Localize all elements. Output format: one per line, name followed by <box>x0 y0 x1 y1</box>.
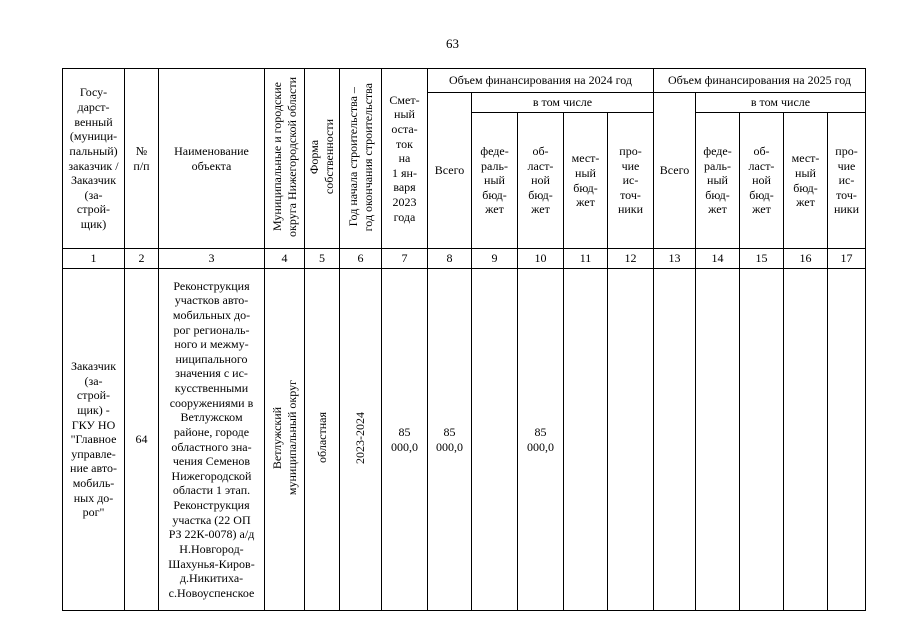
cell-federal-2024 <box>471 268 518 611</box>
header-total-2025: Всего <box>653 92 696 249</box>
cell-total-2025 <box>653 268 696 611</box>
column-number: 12 <box>607 248 654 269</box>
header-including-2025: в том числе <box>695 92 866 113</box>
cell-federal-2025 <box>695 268 740 611</box>
header-other-sources-2025: про- чие ис- точ- ники <box>827 112 866 249</box>
cell-row-number: 64 <box>124 268 159 611</box>
column-number: 7 <box>381 248 428 269</box>
header-object-name: Наименование объекта <box>158 68 265 249</box>
cell-object-name: Реконструкция участков авто- мобильных д… <box>158 268 265 611</box>
column-number: 9 <box>471 248 518 269</box>
cell-other-2025 <box>827 268 866 611</box>
header-regional-budget-2024: об- ласт- ной бюд- жет <box>517 112 564 249</box>
column-number: 4 <box>264 248 305 269</box>
cell-local-2024 <box>563 268 608 611</box>
header-estimate-balance: Смет- ный оста- ток на 1 ян- варя 2023 г… <box>381 68 428 249</box>
header-row-3: феде- раль- ный бюд- жет об- ласт- ной б… <box>63 112 866 249</box>
header-ownership-form: Форма собственности <box>304 68 340 249</box>
column-number: 8 <box>427 248 472 269</box>
cell-ownership: областная <box>304 268 340 611</box>
header-customer: Госу- дарст- венный (муници- пальный) за… <box>62 68 125 249</box>
header-ownership-text: Форма собственности <box>307 119 336 195</box>
cell-municipality-text: Ветлужский муниципальный округ <box>269 380 299 496</box>
cell-years-text: 2023-2024 <box>353 411 367 464</box>
cell-other-2024 <box>607 268 654 611</box>
header-construction-years: Год начала строительства – год окончания… <box>339 68 382 249</box>
column-numbers-row: 1 2 3 4 5 6 7 8 9 10 11 12 13 14 15 16 1… <box>62 248 866 269</box>
header-total-2024: Всего <box>427 92 472 249</box>
cell-regional-2025 <box>739 268 784 611</box>
header-regional-budget-2025: об- ласт- ной бюд- жет <box>739 112 784 249</box>
column-number: 11 <box>563 248 608 269</box>
header-financing-2025: Объем финансирования на 2025 год <box>653 68 866 93</box>
header-local-budget-2024: мест- ный бюд- жет <box>563 112 608 249</box>
page-number: 63 <box>446 36 459 51</box>
header-financing-2024: Объем финансирования на 2024 год <box>427 68 654 93</box>
column-number: 6 <box>339 248 382 269</box>
header-row-number: № п/п <box>124 68 159 249</box>
cell-municipality: Ветлужский муниципальный округ <box>264 268 305 611</box>
header-municipality: Муниципальные и городские округа Нижегор… <box>264 68 305 249</box>
column-number: 16 <box>783 248 828 269</box>
column-number: 1 <box>62 248 125 269</box>
financing-table: Госу- дарст- венный (муници- пальный) за… <box>62 68 866 611</box>
column-number: 13 <box>653 248 696 269</box>
header-other-sources-2024: про- чие ис- точ- ники <box>607 112 654 249</box>
cell-ownership-text: областная <box>314 412 329 464</box>
header-federal-budget-2025: феде- раль- ный бюд- жет <box>695 112 740 249</box>
column-number: 17 <box>827 248 866 269</box>
column-number: 5 <box>304 248 340 269</box>
cell-estimate: 85 000,0 <box>381 268 428 611</box>
column-number: 3 <box>158 248 265 269</box>
header-row-1: Госу- дарст- венный (муници- пальный) за… <box>62 68 866 249</box>
header-years-text: Год начала строительства – год окончания… <box>345 82 375 231</box>
header-including-2024: в том числе <box>471 92 654 113</box>
header-municipality-text: Муниципальные и городские округа Нижегор… <box>269 76 299 237</box>
cell-total-2024: 85 000,0 <box>427 268 472 611</box>
header-federal-budget-2024: феде- раль- ный бюд- жет <box>471 112 518 249</box>
column-number: 10 <box>517 248 564 269</box>
column-number: 15 <box>739 248 784 269</box>
cell-years: 2023-2024 <box>339 268 382 611</box>
column-number: 14 <box>695 248 740 269</box>
cell-regional-2024: 85 000,0 <box>517 268 564 611</box>
data-row: Заказчик (за- строй- щик) - ГКУ НО "Глав… <box>62 268 866 611</box>
header-local-budget-2025: мест- ный бюд- жет <box>783 112 828 249</box>
cell-customer: Заказчик (за- строй- щик) - ГКУ НО "Глав… <box>62 268 125 611</box>
column-number: 2 <box>124 248 159 269</box>
cell-local-2025 <box>783 268 828 611</box>
